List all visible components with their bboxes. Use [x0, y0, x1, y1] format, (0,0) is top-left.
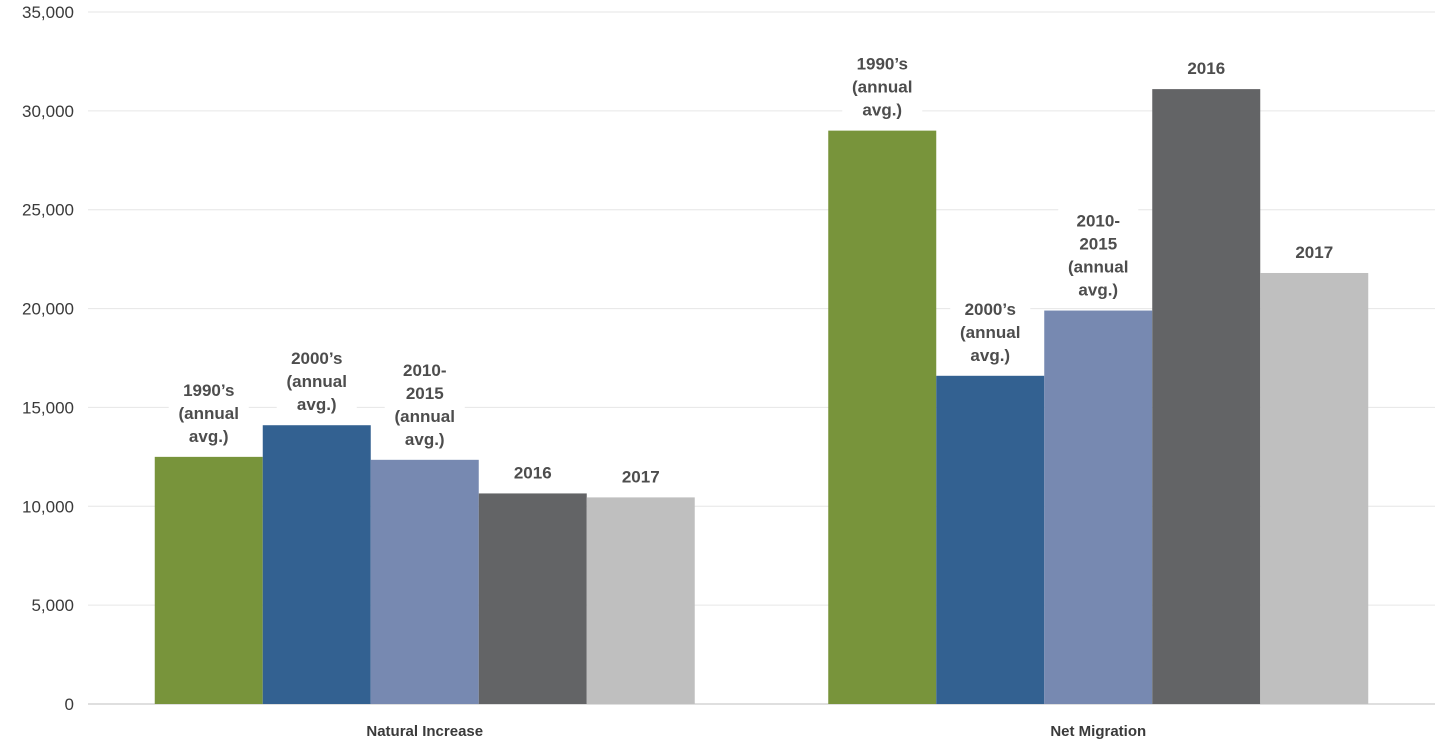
bar	[828, 130, 937, 705]
data-label-line: 1990’s	[857, 55, 908, 74]
bar	[936, 375, 1045, 704]
data-label-line: 2000’s	[291, 349, 342, 368]
data-label-line: (annual	[960, 323, 1020, 342]
data-label-background	[1166, 49, 1247, 79]
data-label-background	[1058, 201, 1139, 300]
y-tick-label: 5,000	[31, 596, 74, 615]
data-label-line: 2000’s	[965, 300, 1016, 319]
y-tick-label: 35,000	[22, 3, 74, 22]
data-label-line: avg.)	[862, 101, 902, 120]
y-tick-label: 0	[65, 695, 74, 714]
data-label: 2016	[514, 463, 552, 482]
data-label-line: 2015	[1079, 235, 1117, 254]
y-tick-label: 20,000	[22, 300, 74, 319]
data-label: 2000’s (annual avg.)	[960, 300, 1020, 365]
data-labels: 1990’s (annual avg.)2000’s (annual avg.)2010…	[168, 44, 1355, 487]
data-label: 2017	[622, 467, 660, 486]
data-label-line: avg.)	[1078, 281, 1118, 300]
data-label-line: 2010-	[403, 361, 446, 380]
data-label-line: 2016	[514, 463, 552, 482]
bars	[154, 89, 1369, 705]
bar	[370, 459, 479, 704]
bar	[478, 493, 587, 704]
data-label-line: (annual	[395, 407, 455, 426]
bar	[1260, 272, 1369, 704]
data-label-line: avg.)	[405, 430, 445, 449]
data-label-line: 2017	[622, 467, 660, 486]
bar	[1044, 310, 1153, 704]
x-category-label: Net Migration	[1050, 723, 1146, 740]
data-label-line: avg.)	[297, 395, 337, 414]
data-label: 2010- 2015 (annual avg.)	[395, 361, 455, 449]
data-label-line: 1990’s	[183, 381, 234, 400]
data-label-line: 2017	[1295, 243, 1333, 262]
x-category-label: Natural Increase	[366, 723, 483, 740]
data-label: 1990’s (annual avg.)	[852, 55, 912, 120]
data-label-background	[276, 339, 357, 415]
bar	[262, 425, 371, 704]
data-label-line: 2015	[406, 384, 444, 403]
data-label-line: avg.)	[970, 346, 1010, 365]
bar	[154, 456, 263, 704]
data-label-background	[492, 453, 573, 483]
data-label: 1990’s (annual avg.)	[179, 381, 239, 446]
data-label: 2016	[1187, 59, 1225, 78]
x-axis: Natural Increase Net Migration	[366, 723, 1146, 740]
data-label-line: (annual	[287, 372, 347, 391]
data-label-line: (annual	[1068, 258, 1128, 277]
bar	[1152, 89, 1261, 704]
data-label: 2000’s (annual avg.)	[287, 349, 347, 414]
data-label-line: 2016	[1187, 59, 1225, 78]
data-label-background	[950, 289, 1031, 365]
data-label-background	[600, 457, 681, 487]
data-label-background	[842, 44, 923, 120]
y-tick-label: 25,000	[22, 201, 74, 220]
y-tick-label: 10,000	[22, 497, 74, 516]
data-label-background	[1274, 232, 1355, 262]
data-label-line: avg.)	[189, 427, 229, 446]
bar	[586, 497, 695, 704]
data-label-background	[168, 370, 249, 446]
data-label-line: 2010-	[1077, 212, 1120, 231]
y-axis: 0 5,000 10,000 15,000 20,000 25,000 30,000 35,0…	[22, 3, 74, 714]
data-label: 2017	[1295, 243, 1333, 262]
data-label-line: (annual	[852, 78, 912, 97]
data-label: 2010- 2015 (annual avg.)	[1068, 212, 1128, 300]
y-tick-label: 15,000	[22, 398, 74, 417]
data-label-background	[384, 350, 465, 449]
y-tick-label: 30,000	[22, 102, 74, 121]
data-label-line: (annual	[179, 404, 239, 423]
